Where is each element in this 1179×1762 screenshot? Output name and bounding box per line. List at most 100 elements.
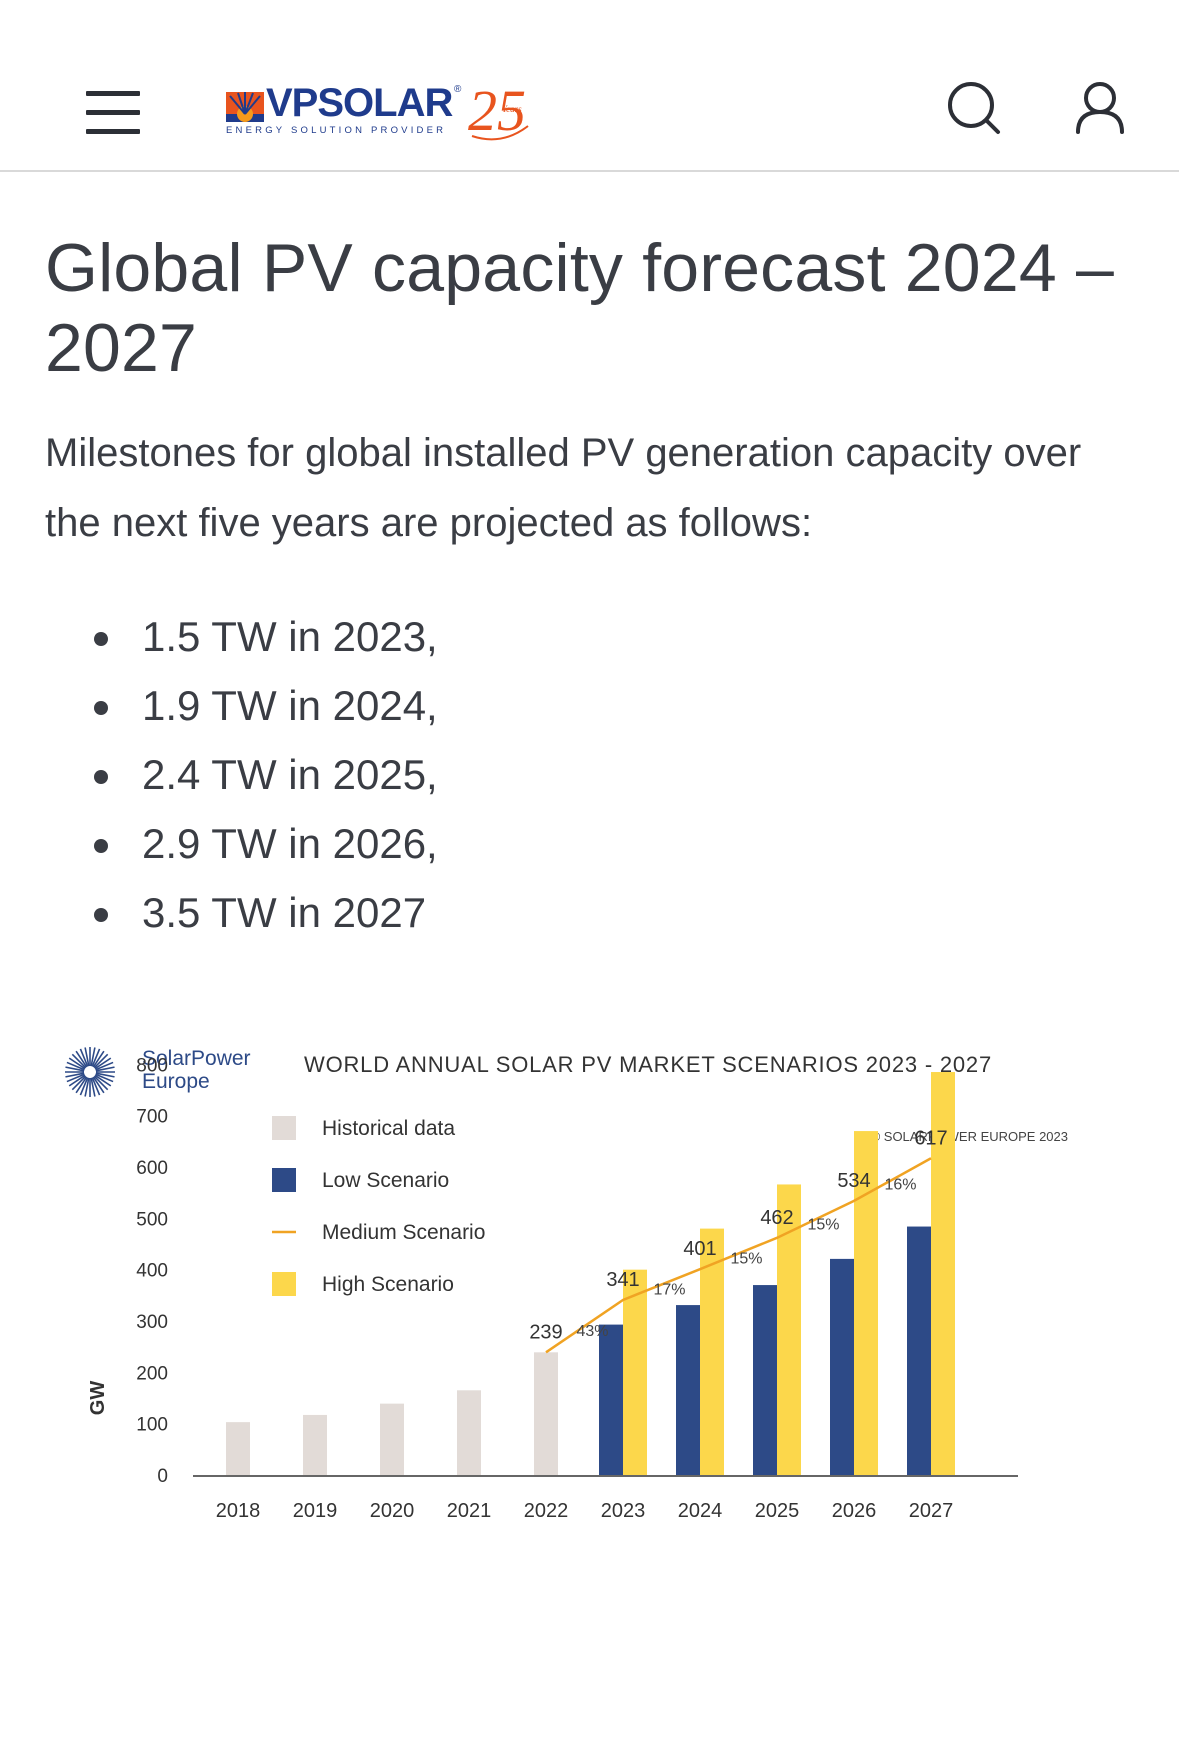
- logo-ray: [95, 1066, 115, 1072]
- logo-ray: [92, 1050, 105, 1068]
- legend-swatch: [272, 1116, 296, 1140]
- x-tick-label: 2023: [601, 1500, 646, 1522]
- user-account-icon[interactable]: [1070, 78, 1130, 138]
- medium-scenario-polyline: [545, 1157, 932, 1354]
- bar-low-scenario: [599, 1324, 623, 1475]
- market-scenarios-chart: SolarPower Europe WORLD ANNUAL SOLAR PV …: [60, 1020, 1140, 1720]
- x-axis-ticks: 2018 2019 2020 2021 2022 2023 2024 2025 2026 2027: [216, 1500, 954, 1522]
- legend-label: Historical data: [322, 1117, 455, 1140]
- logo-ray: [90, 1077, 96, 1097]
- logo-ray: [91, 1077, 101, 1096]
- chart-bars: [226, 1072, 955, 1475]
- bar-historical: [380, 1403, 404, 1475]
- data-label: 401: [683, 1238, 716, 1260]
- list-item: 2.9 TW in 2026,: [92, 809, 438, 878]
- menu-icon-line: [86, 91, 140, 96]
- x-tick-label: 2026: [832, 1500, 877, 1522]
- search-icon[interactable]: [944, 78, 1004, 138]
- x-tick-label: 2022: [524, 1500, 569, 1522]
- y-tick-label: 700: [136, 1107, 168, 1128]
- logo-ray: [95, 1061, 114, 1071]
- menu-icon-line: [86, 129, 140, 134]
- bar-low-scenario: [753, 1285, 777, 1475]
- logo-ray: [79, 1077, 89, 1096]
- bar-historical: [534, 1352, 558, 1475]
- data-label: 462: [760, 1207, 793, 1229]
- logo-ray: [84, 1047, 90, 1067]
- milestone-list: 1.5 TW in 2023, 1.9 TW in 2024, 2.4 TW i…: [92, 602, 438, 947]
- logo-ray: [68, 1074, 86, 1087]
- logo-ray: [90, 1047, 96, 1067]
- solarpower-europe-logo: [65, 1047, 115, 1097]
- x-tick-label: 2021: [447, 1500, 492, 1522]
- bar-historical: [303, 1414, 327, 1475]
- logo-ray: [95, 1072, 115, 1078]
- y-axis-label: GW: [87, 1381, 109, 1416]
- bar-high-scenario: [931, 1072, 955, 1475]
- page-title: Global PV capacity forecast 2024 – 2027: [45, 230, 1114, 386]
- bar-low-scenario: [907, 1226, 931, 1475]
- site-header: VPSOLAR ® ENERGY SOLUTION PROVIDER 25 Ye…: [0, 0, 1179, 172]
- logo-ray: [94, 1074, 112, 1087]
- data-label: 341: [606, 1269, 639, 1291]
- bar-high-scenario: [700, 1228, 724, 1475]
- x-tick-label: 2025: [755, 1500, 800, 1522]
- chart-title: WORLD ANNUAL SOLAR PV MARKET SCENARIOS 2…: [304, 1052, 992, 1077]
- y-tick-label: 900: [136, 1020, 168, 1025]
- bar-high-scenario: [623, 1269, 647, 1475]
- logo-ray: [95, 1073, 114, 1083]
- growth-label: 15%: [730, 1250, 762, 1267]
- bar-historical: [457, 1390, 481, 1475]
- logo-ray: [71, 1075, 87, 1091]
- y-tick-label: 800: [136, 1055, 168, 1076]
- growth-label: 15%: [807, 1216, 839, 1233]
- site-logo[interactable]: VPSOLAR ® ENERGY SOLUTION PROVIDER 25 Ye…: [226, 78, 529, 146]
- anniversary-sub: Years: [502, 104, 522, 114]
- logo-ray: [75, 1050, 88, 1068]
- logo-ray: [65, 1072, 85, 1078]
- logo-ray: [84, 1077, 90, 1097]
- logo-ray: [68, 1057, 86, 1070]
- bar-low-scenario: [830, 1258, 854, 1475]
- logo-tagline: ENERGY SOLUTION PROVIDER: [226, 125, 447, 136]
- logo-ray: [66, 1073, 85, 1083]
- x-tick-label: 2019: [293, 1500, 338, 1522]
- y-tick-label: 500: [136, 1209, 168, 1230]
- data-label: 534: [837, 1170, 870, 1192]
- legend-swatch: [272, 1168, 296, 1192]
- logo-ray: [79, 1048, 89, 1067]
- list-item: 1.5 TW in 2023,: [92, 602, 438, 671]
- legend-swatch: [272, 1272, 296, 1296]
- y-tick-label: 200: [136, 1363, 168, 1384]
- x-tick-label: 2024: [678, 1500, 723, 1522]
- publisher-name-line-2: Europe: [142, 1070, 210, 1093]
- bar-low-scenario: [676, 1305, 700, 1475]
- growth-label: 17%: [653, 1282, 685, 1299]
- logo-registered-mark: ®: [454, 84, 462, 95]
- y-tick-label: 0: [157, 1466, 168, 1487]
- logo-ray: [65, 1066, 85, 1072]
- anniversary-25-badge: 25 Years: [468, 78, 529, 142]
- x-tick-label: 2020: [370, 1500, 415, 1522]
- publisher-name-line-1: SolarPower: [142, 1047, 251, 1070]
- logo-wordmark: VPSOLAR: [266, 81, 453, 125]
- legend-label: Medium Scenario: [322, 1221, 485, 1244]
- x-tick-label: 2027: [909, 1500, 954, 1522]
- legend-label: High Scenario: [322, 1273, 454, 1296]
- chart-svg: SolarPower Europe WORLD ANNUAL SOLAR PV …: [65, 1020, 1068, 1522]
- x-tick-label: 2018: [216, 1500, 261, 1522]
- medium-scenario-line: 239 341 401 462 534 617 43% 17% 15% 15% 16%: [529, 1127, 948, 1354]
- list-item: 1.9 TW in 2024,: [92, 671, 438, 740]
- chart-legend: Historical data Low Scenario Medium Scenar…: [272, 1116, 485, 1296]
- data-label: 617: [914, 1127, 947, 1149]
- list-item: 3.5 TW in 2027: [92, 878, 438, 947]
- y-tick-label: 600: [136, 1158, 168, 1179]
- logo-ray: [71, 1053, 87, 1069]
- y-tick-label: 300: [136, 1312, 168, 1333]
- menu-icon-line: [86, 110, 140, 115]
- logo-ray: [94, 1057, 112, 1070]
- growth-label: 43%: [576, 1323, 608, 1340]
- menu-icon[interactable]: [86, 91, 140, 135]
- y-tick-label: 100: [136, 1415, 168, 1436]
- logo-ray: [75, 1076, 88, 1094]
